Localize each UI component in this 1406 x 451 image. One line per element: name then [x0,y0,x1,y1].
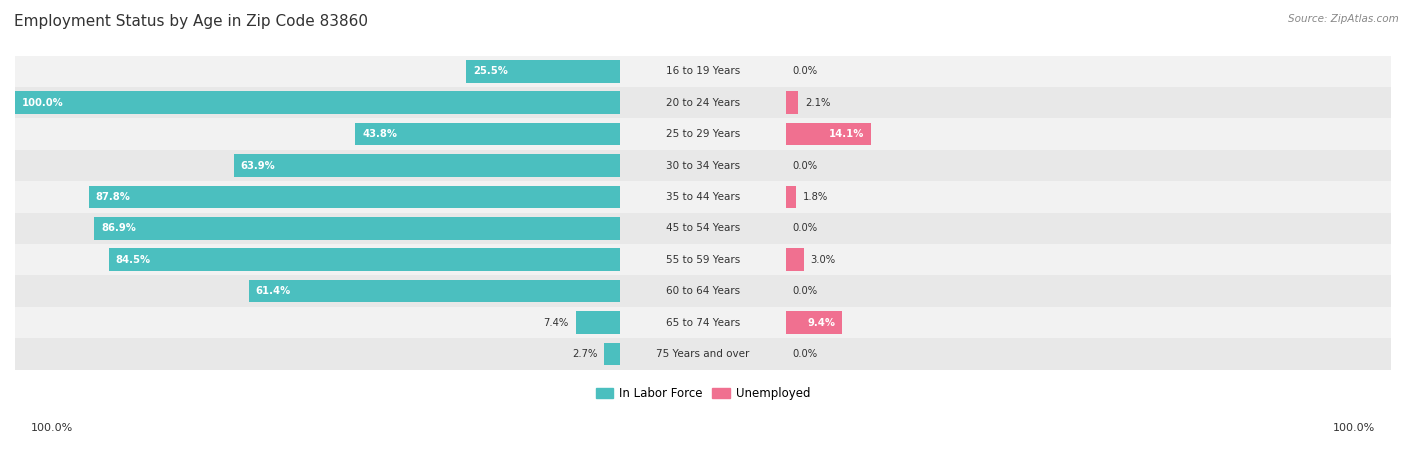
Text: 16 to 19 Years: 16 to 19 Years [666,66,740,76]
Text: 0.0%: 0.0% [793,161,817,170]
FancyBboxPatch shape [15,55,1391,87]
Text: 55 to 59 Years: 55 to 59 Years [666,255,740,265]
Text: 30 to 34 Years: 30 to 34 Years [666,161,740,170]
Bar [786,186,796,208]
Bar [786,311,842,334]
Text: 84.5%: 84.5% [115,255,150,265]
Text: 65 to 74 Years: 65 to 74 Years [666,318,740,327]
Bar [15,92,620,114]
Text: 45 to 54 Years: 45 to 54 Years [666,223,740,233]
Bar [465,60,620,83]
Text: 14.1%: 14.1% [828,129,865,139]
FancyBboxPatch shape [15,212,1391,244]
Text: 9.4%: 9.4% [807,318,835,327]
Bar [786,92,799,114]
Text: 1.8%: 1.8% [803,192,828,202]
Bar [356,123,620,145]
Text: 0.0%: 0.0% [793,223,817,233]
Bar [89,186,620,208]
FancyBboxPatch shape [15,244,1391,276]
Text: 0.0%: 0.0% [793,349,817,359]
Bar [605,343,620,365]
Bar [575,311,620,334]
Text: 25.5%: 25.5% [472,66,508,76]
Text: 86.9%: 86.9% [101,223,136,233]
Bar [233,154,620,177]
FancyBboxPatch shape [15,150,1391,181]
Text: 35 to 44 Years: 35 to 44 Years [666,192,740,202]
Text: 20 to 24 Years: 20 to 24 Years [666,98,740,108]
FancyBboxPatch shape [15,181,1391,212]
Text: 63.9%: 63.9% [240,161,276,170]
Bar [94,217,620,239]
Text: Source: ZipAtlas.com: Source: ZipAtlas.com [1288,14,1399,23]
Bar [786,249,804,271]
Text: 100.0%: 100.0% [22,98,63,108]
Text: 25 to 29 Years: 25 to 29 Years [666,129,740,139]
Text: 60 to 64 Years: 60 to 64 Years [666,286,740,296]
Text: 87.8%: 87.8% [96,192,131,202]
FancyBboxPatch shape [15,307,1391,338]
Text: Employment Status by Age in Zip Code 83860: Employment Status by Age in Zip Code 838… [14,14,368,28]
Text: 75 Years and over: 75 Years and over [657,349,749,359]
Bar [108,249,620,271]
Text: 100.0%: 100.0% [31,423,73,433]
Text: 3.0%: 3.0% [811,255,835,265]
FancyBboxPatch shape [15,87,1391,119]
Text: 7.4%: 7.4% [544,318,569,327]
Bar [786,123,870,145]
Text: 0.0%: 0.0% [793,66,817,76]
Text: 61.4%: 61.4% [256,286,291,296]
Text: 43.8%: 43.8% [363,129,396,139]
Text: 100.0%: 100.0% [1333,423,1375,433]
Text: 2.7%: 2.7% [572,349,598,359]
Text: 2.1%: 2.1% [806,98,831,108]
Legend: In Labor Force, Unemployed: In Labor Force, Unemployed [591,382,815,405]
Bar [249,280,620,303]
FancyBboxPatch shape [15,338,1391,370]
Text: 0.0%: 0.0% [793,286,817,296]
FancyBboxPatch shape [15,276,1391,307]
FancyBboxPatch shape [15,119,1391,150]
